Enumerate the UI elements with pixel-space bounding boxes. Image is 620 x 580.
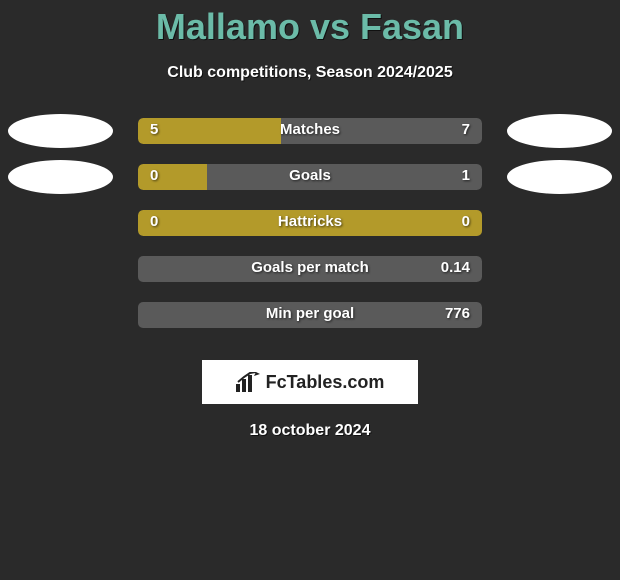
site-name: FcTables.com bbox=[266, 372, 385, 393]
stat-name: Goals bbox=[289, 167, 331, 184]
left-value: 0 bbox=[150, 213, 158, 230]
right-value: 0 bbox=[462, 213, 470, 230]
right-value: 0.14 bbox=[441, 259, 470, 276]
stat-name: Min per goal bbox=[266, 305, 354, 322]
stat-bar: 5 7 Matches bbox=[138, 118, 482, 144]
fill-right bbox=[207, 164, 482, 190]
stat-row: 776 Min per goal bbox=[0, 302, 620, 348]
stat-row: 0.14 Goals per match bbox=[0, 256, 620, 302]
stat-bar: 776 Min per goal bbox=[138, 302, 482, 328]
stat-bar: 0 0 Hattricks bbox=[138, 210, 482, 236]
subtitle: Club competitions, Season 2024/2025 bbox=[0, 64, 620, 82]
stat-name: Matches bbox=[280, 121, 340, 138]
stat-name: Hattricks bbox=[278, 213, 342, 230]
stat-row: 5 7 Matches bbox=[0, 118, 620, 164]
stat-bar: 0 1 Goals bbox=[138, 164, 482, 190]
left-value: 0 bbox=[150, 167, 158, 184]
right-value: 7 bbox=[462, 121, 470, 138]
site-logo: FcTables.com bbox=[202, 360, 418, 404]
right-ellipse bbox=[507, 160, 612, 194]
stat-row: 0 0 Hattricks bbox=[0, 210, 620, 256]
stat-bar: 0.14 Goals per match bbox=[138, 256, 482, 282]
chart-icon bbox=[236, 372, 260, 392]
fill-left bbox=[138, 118, 281, 144]
date-label: 18 october 2024 bbox=[0, 422, 620, 440]
right-ellipse bbox=[507, 114, 612, 148]
stat-name: Goals per match bbox=[251, 259, 369, 276]
left-ellipse bbox=[8, 160, 113, 194]
page-title: Mallamo vs Fasan bbox=[0, 0, 620, 48]
left-ellipse bbox=[8, 114, 113, 148]
left-value: 5 bbox=[150, 121, 158, 138]
right-value: 776 bbox=[445, 305, 470, 322]
right-value: 1 bbox=[462, 167, 470, 184]
stats-container: 5 7 Matches 0 1 Goals 0 0 Hattricks 0.14 Goals per… bbox=[0, 118, 620, 348]
fill-left bbox=[138, 164, 207, 190]
stat-row: 0 1 Goals bbox=[0, 164, 620, 210]
